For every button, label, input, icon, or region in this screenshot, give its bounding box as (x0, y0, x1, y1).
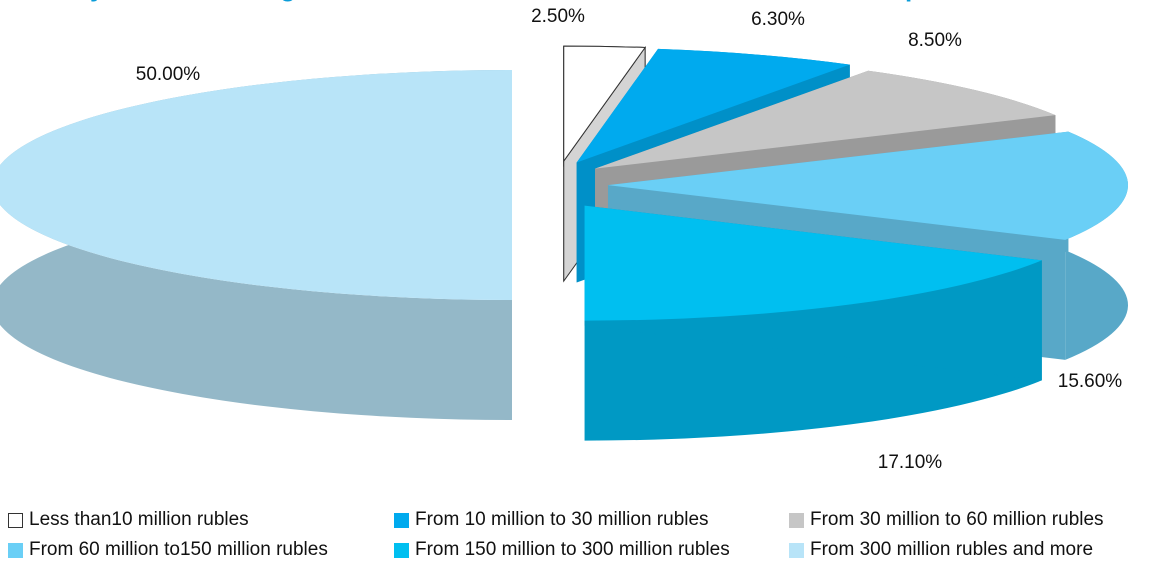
data-label-10m-30m: 6.30% (751, 9, 805, 30)
data-label-30m-60m: 8.50% (908, 30, 962, 51)
slice-150m-300m (584, 205, 1042, 321)
legend-label: Less than10 million rubles (29, 509, 249, 530)
legend-swatch-under-10m (8, 512, 23, 528)
legend-item-30m-60m: From 30 million to 60 million rubles (789, 509, 1104, 531)
data-label-300m-plus: 50.00% (136, 64, 201, 85)
slice-60m-150m (607, 131, 1128, 240)
data-label-under-10m: 2.50% (531, 6, 585, 27)
legend-label: From 60 million to150 million rubles (29, 539, 328, 560)
legend-row-2: From 60 million to150 million rubles Fro… (8, 535, 1153, 565)
slice-30m-60m (595, 70, 1056, 169)
slice-300m-plus (0, 70, 512, 300)
legend-label: From 30 million to 60 million rubles (810, 509, 1104, 530)
legend-item-10m-30m: From 10 million to 30 million rubles (394, 509, 789, 531)
legend-label: From 300 million rubles and more (810, 539, 1094, 560)
legend-item-300m-plus: From 300 million rubles and more (789, 539, 1093, 561)
legend-swatch-300m-plus (789, 542, 804, 558)
legend-item-150m-300m: From 150 million to 300 million rubles (394, 539, 789, 561)
pie-chart: y g p 2.50% 6.30% 8.50% 15.60% 17.10% 50.00% (0, 0, 1128, 473)
data-label-150m-300m: 17.10% (878, 452, 943, 473)
legend-swatch-10m-30m (394, 512, 409, 528)
legend-swatch-60m-150m (8, 542, 23, 558)
legend-swatch-150m-300m (394, 542, 409, 558)
legend-label: From 10 million to 30 million rubles (415, 509, 709, 530)
legend-label: From 150 million to 300 million rubles (415, 539, 730, 560)
title-fragment-p: p (905, 0, 921, 2)
chart-legend: Less than10 million rubles From 10 milli… (8, 505, 1153, 565)
legend-item-60m-150m: From 60 million to150 million rubles (8, 539, 394, 561)
legend-row-1: Less than10 million rubles From 10 milli… (8, 505, 1153, 535)
slice-under-10m (563, 45, 647, 163)
slice-10m-30m (576, 48, 850, 163)
title-fragment-y: y (90, 0, 105, 2)
legend-item-under-10m: Less than10 million rubles (8, 509, 394, 531)
data-label-60m-150m: 15.60% (1058, 371, 1123, 392)
title-fragment-g: g (280, 0, 296, 2)
legend-swatch-30m-60m (789, 512, 804, 528)
